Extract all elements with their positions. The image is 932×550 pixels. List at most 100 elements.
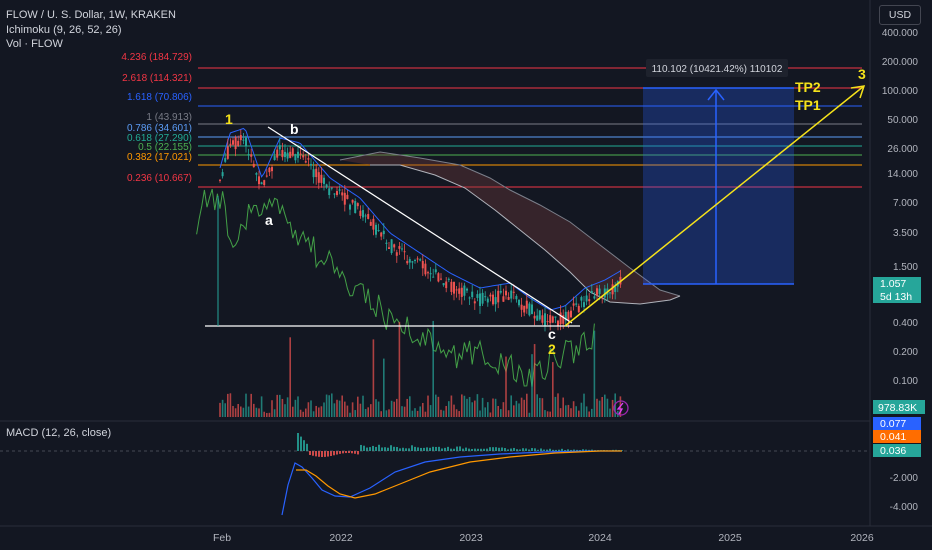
macd-axis[interactable]: -2.000 -4.000 (890, 473, 919, 513)
lightning-icon[interactable] (613, 400, 629, 416)
volume-bar (520, 397, 523, 417)
macd-hist-bar (492, 447, 494, 451)
volume-bar (286, 397, 289, 417)
macd-value-2: 0.041 (880, 431, 906, 443)
price-tick-label: 50.000 (887, 115, 918, 126)
candle-body (531, 304, 533, 314)
candle-body (536, 315, 539, 321)
candle-body (486, 298, 489, 303)
volume-bar (458, 411, 460, 417)
macd-hist-bar (417, 447, 419, 451)
volume-bar (546, 411, 549, 417)
volume-bar (315, 405, 317, 417)
candle-body (494, 297, 497, 305)
volume-bar (518, 403, 520, 417)
macd-hist-bar (399, 448, 401, 451)
volume-bar (349, 412, 351, 417)
volume-bar (468, 397, 471, 417)
candle-body (484, 296, 487, 298)
volume-bar (247, 406, 250, 417)
macd-hist-bar (564, 450, 566, 451)
ichimoku-legend[interactable]: Ichimoku (9, 26, 52, 26) (6, 23, 122, 36)
candle-body (432, 276, 435, 278)
candle-body (330, 187, 333, 189)
candle-body (320, 174, 323, 183)
volume-bar (403, 406, 406, 417)
measure-tooltip (646, 59, 788, 77)
volume-bar (500, 409, 502, 417)
volume-bar (302, 411, 304, 417)
volume-bar (476, 394, 479, 417)
lightning-icon-bolt (616, 402, 624, 415)
volume-bar (427, 395, 429, 417)
candle-body (289, 151, 292, 158)
symbol-title[interactable]: FLOW / U. S. Dollar, 1W, KRAKEN (6, 9, 176, 21)
macd-hist-bar (567, 449, 569, 451)
fib-label: 4.236 (184.729) (121, 52, 192, 63)
candle-body (554, 316, 557, 318)
wave-label-b: b (290, 121, 299, 137)
volume-bar (390, 400, 393, 417)
macd-legend[interactable]: MACD (12, 26, close) (6, 427, 112, 439)
volume-bar (598, 400, 601, 417)
volume-bar (325, 394, 328, 417)
countdown-badge (873, 290, 921, 303)
candle-body (523, 305, 526, 313)
candle-body (603, 288, 606, 298)
volume-bar (276, 394, 278, 417)
time-tick-label: 2024 (588, 532, 612, 544)
time-tick-label: Feb (213, 532, 231, 544)
macd-hist-bar (396, 447, 398, 451)
macd-hist-bar (342, 451, 344, 454)
candle-body (338, 189, 341, 191)
volume-bar (221, 399, 224, 417)
macd-hist-bar (381, 447, 383, 451)
fib-label: 0.786 (34.601) (127, 123, 192, 134)
volume-bar (297, 396, 299, 417)
macd-hist-bar (345, 451, 347, 454)
candle-body (453, 282, 455, 294)
volume-bar (359, 403, 362, 417)
volume-bar (294, 399, 297, 417)
chart-legend: FLOW / U. S. Dollar, 1W, KRAKEN Ichimoku… (6, 8, 176, 52)
candle-body (473, 301, 476, 304)
time-axis[interactable]: Feb 2022 2023 2024 2025 2026 (213, 532, 874, 544)
fib-labels: 4.236 (184.729) 2.618 (114.321) 1.618 (70.… (121, 52, 192, 184)
trend-line-down[interactable] (267, 126, 573, 324)
price-axis[interactable]: 400.000 200.000 100.000 50.000 26.000 14.000 7… (882, 28, 919, 387)
candle-body (250, 154, 253, 157)
fib-label: 2.618 (114.321) (122, 73, 192, 84)
candle-body (510, 290, 513, 299)
volume-bar (388, 409, 390, 417)
volume-bar (461, 394, 463, 417)
measure-box[interactable] (643, 88, 794, 284)
macd-hist-bar (582, 449, 584, 451)
macd-hist-bar (303, 440, 305, 451)
target-arrow-line[interactable] (564, 85, 865, 327)
time-tick-label: 2026 (850, 532, 874, 544)
candle-body (286, 152, 289, 159)
volume-badge (873, 400, 925, 414)
macd-hist-bar (375, 446, 377, 451)
candle-body (271, 167, 273, 172)
macd-hist-bar (384, 447, 386, 451)
macd-hist-bar (480, 448, 482, 451)
candle-body (421, 260, 424, 269)
volume-bar (489, 412, 492, 417)
candle-body (528, 303, 531, 316)
wave-label-c: c (548, 326, 556, 342)
volume-bar (318, 407, 320, 417)
macd-hist-bar (507, 449, 509, 451)
volume-bar (513, 405, 515, 417)
wave-label-a: a (265, 212, 273, 228)
volume-legend[interactable]: Vol · FLOW (6, 38, 63, 50)
volume-bar (367, 407, 369, 417)
currency-button[interactable]: USD (879, 5, 921, 25)
price-tick-label: 0.200 (893, 347, 918, 358)
candle-body (492, 294, 494, 305)
macd-hist-bar (321, 451, 323, 457)
volume-bar (601, 397, 603, 417)
volume-bar (593, 330, 596, 417)
